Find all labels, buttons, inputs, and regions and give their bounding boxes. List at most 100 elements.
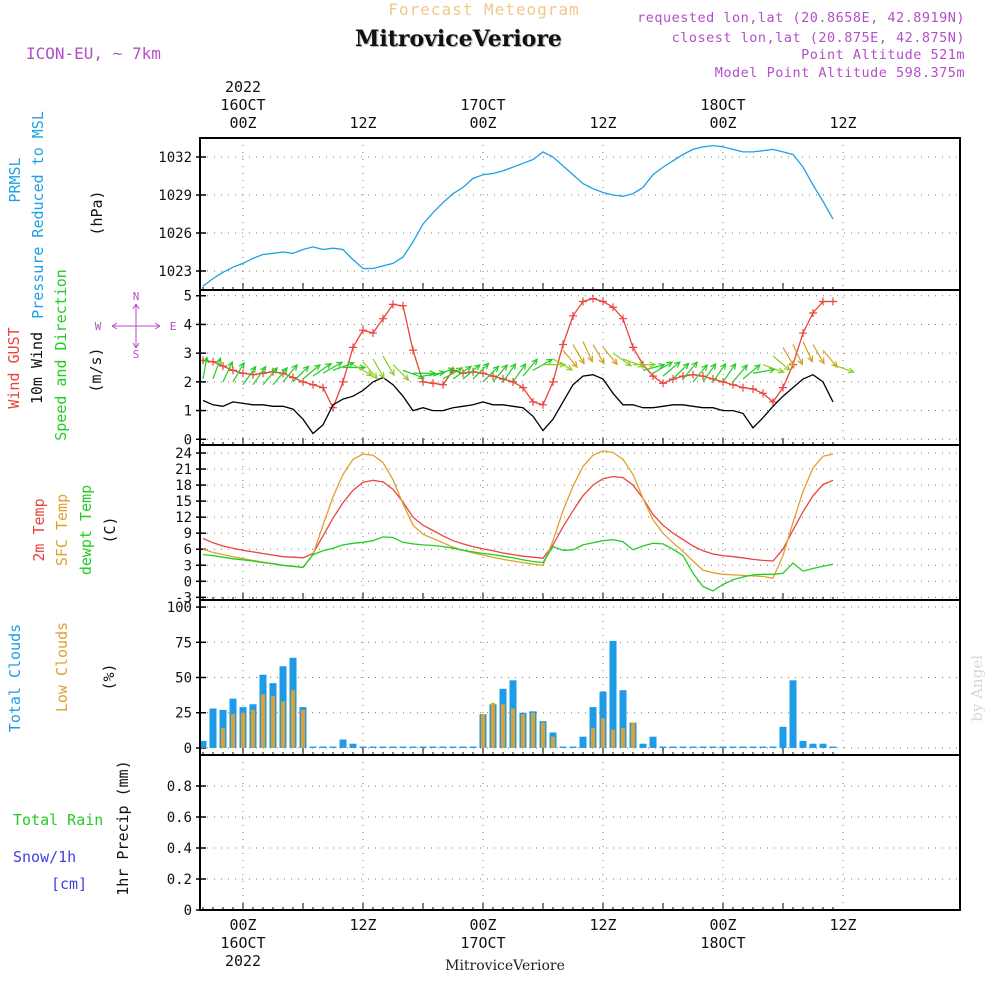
total-clouds-bar: [659, 746, 667, 748]
gust-marker: [819, 297, 827, 306]
gust-marker: [739, 383, 747, 392]
gust-marker: [599, 297, 607, 306]
total-clouds-bar: [759, 746, 767, 748]
gust-marker: [659, 379, 667, 388]
gust-marker: [539, 400, 547, 409]
wind-arrow: [572, 344, 585, 364]
y-tick-label: 3: [184, 346, 192, 362]
wind-arrowhead: [701, 363, 709, 371]
y-tick-label: 1023: [158, 264, 192, 280]
total-clouds-bar: [309, 746, 317, 748]
t2m-label: 2m Temp: [30, 498, 48, 561]
compass-n: N: [133, 290, 140, 303]
y-tick-label: 50: [175, 671, 192, 687]
wind-arrow: [432, 368, 454, 377]
wind-arrowhead: [559, 361, 567, 368]
wind-arrowhead: [566, 364, 574, 371]
x-top-label: 12Z: [589, 114, 616, 132]
wind-arrow: [352, 364, 373, 377]
wind-arrow: [482, 365, 499, 383]
wind-arrow: [402, 369, 424, 379]
x-top-label: 16OCT: [220, 96, 265, 114]
gust-marker: [219, 362, 227, 371]
wind-arrowhead: [417, 373, 425, 380]
total-clouds-bar: [469, 746, 477, 748]
y-tick-label: 5: [184, 289, 192, 305]
pressure-full-label: Pressure Reduced to MSL: [29, 111, 47, 319]
sfc-label: SFC Temp: [53, 494, 71, 566]
wind-arrow: [782, 347, 795, 367]
clouds-unit: (%): [100, 663, 118, 690]
x-bottom-label: 00Z: [229, 916, 256, 934]
x-bottom-label: 16OCT: [220, 934, 265, 952]
x-top-label: 2022: [225, 78, 261, 96]
low-clouds-bar: [271, 695, 275, 748]
y-tick-label: 0.2: [167, 872, 192, 888]
gust-marker: [509, 377, 517, 386]
wind-label: 10m Wind: [28, 332, 46, 404]
wind-arrowhead: [578, 357, 585, 365]
y-tick-label: -3: [175, 590, 192, 606]
total-clouds-bar: [419, 746, 427, 748]
gust-marker: [289, 373, 297, 382]
wind-arrowhead: [302, 365, 310, 373]
total-clouds-bar: [439, 746, 447, 748]
wind-arrowhead: [658, 362, 666, 370]
pressure-label: PRMSL: [6, 157, 24, 202]
gust-marker: [339, 377, 347, 386]
gust-marker: [559, 340, 567, 349]
y-tick-label: 0.4: [167, 841, 192, 857]
total-clouds-bar: [779, 726, 787, 748]
gust-marker: [809, 308, 817, 317]
low-clouds-bar: [541, 722, 545, 748]
low-clouds-bar: [301, 709, 305, 748]
gust-marker: [699, 372, 707, 381]
total-clouds-bar: [409, 746, 417, 748]
wind-arrow: [592, 344, 605, 364]
total-clouds-bar: [559, 746, 567, 748]
total-clouds-bar: [329, 746, 337, 748]
wind-arrow: [282, 364, 298, 383]
wind-arrow: [762, 364, 784, 373]
wind-arrow: [462, 364, 481, 380]
low-clouds-bar: [611, 729, 615, 748]
gust-marker: [299, 377, 307, 386]
gust-marker: [209, 357, 217, 366]
gust-marker: [619, 314, 627, 323]
wind-arrow: [612, 352, 632, 367]
y-tick-label: 3: [184, 558, 192, 574]
x-bottom-label: 12Z: [589, 916, 616, 934]
wind-arrowhead: [598, 357, 605, 365]
wind-arrowhead: [473, 363, 481, 371]
precip-unit: 1hr Precip (mm): [114, 760, 132, 895]
wind-arrowhead: [378, 371, 385, 380]
gust-marker: [629, 343, 637, 352]
x-bottom-label: 00Z: [469, 916, 496, 934]
low-clouds-bar: [491, 702, 495, 748]
gust-marker: [489, 372, 497, 381]
y-tick-label: 0: [184, 903, 192, 919]
wind-arrow: [582, 341, 593, 362]
wind-arrowhead: [649, 361, 657, 368]
total-clouds-bar: [639, 743, 647, 748]
wind-arrowhead: [682, 362, 690, 370]
wind-arrow: [752, 368, 775, 374]
wind-arrowhead: [336, 361, 344, 368]
wind-arrowhead: [831, 361, 839, 369]
wind-arrow: [242, 366, 257, 386]
total-clouds-label: Total Clouds: [6, 624, 24, 732]
dewpt-temp-line: [202, 536, 834, 592]
wind-arrowhead: [366, 370, 374, 377]
wind-arrow: [682, 361, 698, 380]
gust-marker: [439, 380, 447, 389]
gust-marker: [829, 297, 837, 306]
y-tick-label: 6: [184, 542, 192, 558]
y-tick-label: 2: [184, 375, 192, 391]
total-clouds-bar: [789, 680, 797, 748]
wind-arrow: [692, 364, 708, 383]
wind-arrow: [232, 362, 245, 383]
gust-marker: [389, 300, 397, 309]
x-bottom-label: 2022: [225, 952, 261, 970]
total-clouds-bar: [209, 708, 217, 748]
low-clouds-bar: [621, 728, 625, 748]
